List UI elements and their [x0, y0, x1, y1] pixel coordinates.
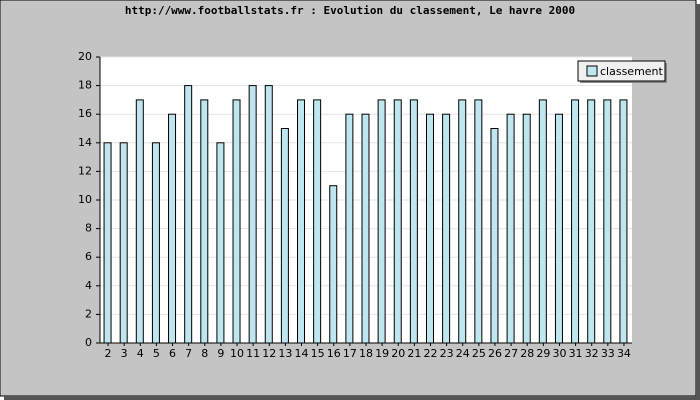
bar	[490, 128, 499, 344]
chart-title: http://www.footballstats.fr : Evolution …	[125, 4, 575, 17]
bar	[345, 113, 354, 344]
x-tick-label: 29	[536, 347, 550, 360]
y-tick-label: 4	[85, 279, 92, 292]
x-tick-label: 28	[520, 347, 534, 360]
bar	[571, 99, 580, 344]
shadow	[4, 396, 700, 400]
x-tick-label: 19	[375, 347, 389, 360]
bar	[554, 113, 563, 344]
legend-swatch	[586, 65, 598, 77]
x-tick-label: 10	[230, 347, 244, 360]
bar	[506, 113, 515, 344]
x-tick-label: 15	[311, 347, 325, 360]
bar	[200, 99, 209, 344]
y-tick-label: 20	[78, 50, 92, 63]
x-tick-label: 25	[472, 347, 486, 360]
x-tick-label: 11	[246, 347, 260, 360]
bar	[393, 99, 402, 344]
y-tick-label: 12	[78, 164, 92, 177]
y-tick-label: 0	[85, 336, 92, 349]
x-tick-label: 24	[456, 347, 470, 360]
bar	[184, 85, 193, 344]
bar	[603, 99, 612, 344]
x-tick-label: 32	[585, 347, 599, 360]
bar	[474, 99, 483, 344]
x-tick-label: 23	[440, 347, 454, 360]
bar	[587, 99, 596, 344]
bar	[409, 99, 418, 344]
x-tick-label: 20	[391, 347, 405, 360]
bar	[377, 99, 386, 344]
bar	[264, 85, 273, 344]
x-tick-label: 12	[262, 347, 276, 360]
bar	[538, 99, 547, 344]
bar	[216, 142, 225, 344]
x-tick-label: 8	[201, 347, 208, 360]
bar	[168, 113, 177, 344]
bar	[619, 99, 628, 344]
bar	[280, 128, 289, 344]
bar	[119, 142, 128, 344]
legend-box	[577, 60, 666, 82]
y-tick-label: 18	[78, 79, 92, 92]
x-tick-label: 17	[343, 347, 357, 360]
x-tick-label: 5	[153, 347, 160, 360]
x-tick-label: 2	[105, 347, 112, 360]
x-tick-label: 30	[552, 347, 566, 360]
x-tick-label: 14	[295, 347, 309, 360]
bar	[232, 99, 241, 344]
x-tick-label: 9	[217, 347, 224, 360]
x-tick-label: 22	[423, 347, 437, 360]
shadow	[696, 4, 700, 400]
y-tick-label: 10	[78, 193, 92, 206]
x-tick-label: 21	[407, 347, 421, 360]
bar	[103, 142, 112, 344]
bar	[442, 113, 451, 344]
x-tick-label: 27	[504, 347, 518, 360]
x-tick-label: 7	[185, 347, 192, 360]
y-tick-label: 8	[85, 222, 92, 235]
bar	[151, 142, 160, 344]
y-tick-label: 6	[85, 250, 92, 263]
x-tick-label: 33	[601, 347, 615, 360]
x-tick-label: 13	[278, 347, 292, 360]
bar	[522, 113, 531, 344]
x-tick-label: 6	[169, 347, 176, 360]
bar	[135, 99, 144, 344]
x-tick-label: 4	[137, 347, 144, 360]
x-tick-label: 31	[569, 347, 583, 360]
bar	[329, 185, 338, 344]
x-tick-label: 16	[327, 347, 341, 360]
bar	[248, 85, 257, 344]
bar	[361, 113, 370, 344]
y-tick-label: 14	[78, 136, 92, 149]
bar	[297, 99, 306, 344]
legend-label: classement	[600, 65, 664, 78]
x-tick-label: 18	[359, 347, 373, 360]
y-tick-label: 16	[78, 107, 92, 120]
x-tick-label: 26	[488, 347, 502, 360]
x-tick-label: 3	[121, 347, 128, 360]
bar	[313, 99, 322, 344]
bar	[425, 113, 434, 344]
y-tick-label: 2	[85, 307, 92, 320]
x-tick-label: 34	[617, 347, 631, 360]
bar	[458, 99, 467, 344]
